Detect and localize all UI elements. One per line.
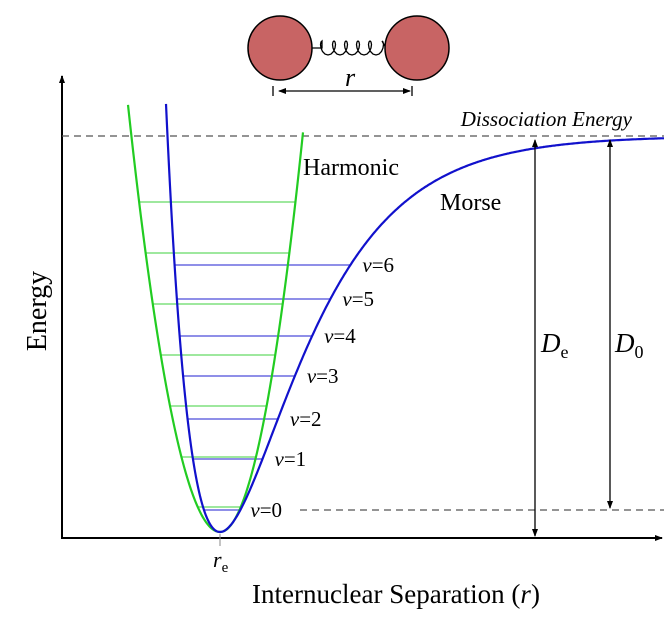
morse-curve: [164, 103, 664, 534]
level-label-v2: v=2: [290, 407, 322, 431]
atom-left: [247, 15, 313, 81]
atom-right: [384, 15, 450, 81]
level-label-v0: v=0: [250, 498, 282, 522]
level-label-v4: v=4: [324, 324, 356, 348]
separation-label: r: [345, 63, 356, 92]
level-label-v3: v=3: [307, 364, 339, 388]
energy-levels: [139, 201, 351, 511]
level-label-v1: v=1: [274, 447, 306, 471]
y-axis-label: Energy: [22, 271, 53, 351]
morse-label: Morse: [440, 190, 501, 216]
re-label: re: [213, 547, 229, 576]
harmonic-label: Harmonic: [303, 155, 399, 181]
molecule-illustration: r: [247, 15, 450, 96]
x-axis-label: Internuclear Separation (r): [252, 579, 540, 609]
dissociation-energy-label: Dissociation Energy: [460, 107, 633, 131]
level-labels: v=0 v=1 v=2 v=3 v=4 v=5 v=6: [250, 253, 394, 522]
level-label-v5: v=5: [342, 287, 374, 311]
De-label: De: [540, 328, 569, 362]
spring-icon: [312, 39, 387, 56]
level-label-v6: v=6: [362, 253, 394, 277]
D0-label: D0: [614, 328, 644, 362]
